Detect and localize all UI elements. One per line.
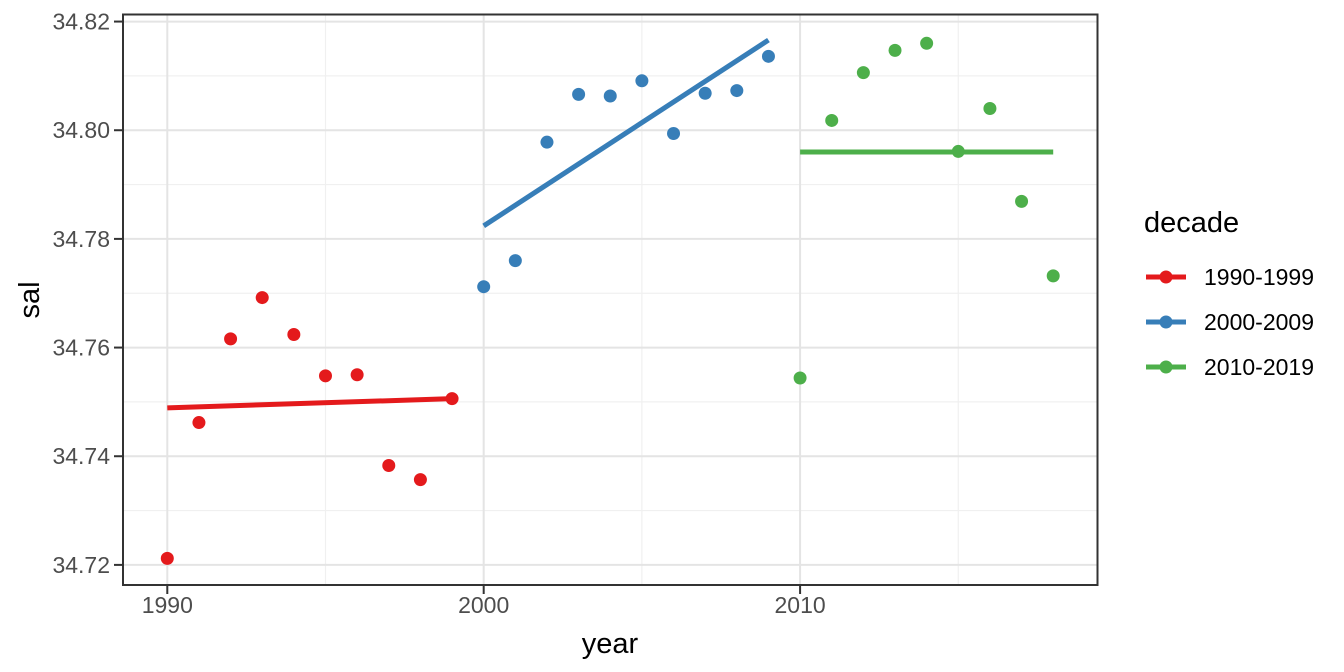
data-point <box>667 126 681 140</box>
data-point <box>761 49 775 63</box>
data-point <box>1046 269 1060 283</box>
legend-key-line-point-icon <box>1146 270 1186 284</box>
y-axis-title: sal <box>14 281 46 319</box>
data-point <box>287 328 301 342</box>
data-point <box>1015 194 1029 208</box>
data-point <box>825 113 839 127</box>
data-point <box>951 144 965 158</box>
data-point <box>540 135 554 149</box>
data-point <box>255 291 269 305</box>
legend-key-line-point-icon <box>1146 360 1186 374</box>
y-tick-label: 34.80 <box>52 117 110 143</box>
legend-label: 2000-2009 <box>1204 309 1314 335</box>
data-point <box>603 89 617 103</box>
trend-line <box>482 37 770 228</box>
y-tick-label: 34.74 <box>52 443 110 469</box>
panel-background <box>123 14 1098 585</box>
data-point <box>508 254 522 268</box>
data-point <box>445 392 459 406</box>
data-point <box>983 101 997 115</box>
data-point <box>635 74 649 88</box>
trend-line <box>167 396 453 411</box>
y-tick-label: 34.82 <box>52 9 110 35</box>
data-point <box>730 84 744 98</box>
data-point <box>192 416 206 430</box>
data-point <box>793 371 807 385</box>
legend: decade 1990-1999 2000-2009 2010-2019 <box>1144 206 1344 397</box>
panel-border <box>122 13 1099 586</box>
data-point <box>920 36 934 50</box>
data-point <box>318 369 332 383</box>
data-point <box>350 368 364 382</box>
legend-item-1990-1999: 1990-1999 <box>1144 262 1344 292</box>
legend-item-2000-2009: 2000-2009 <box>1144 307 1344 337</box>
legend-title: decade <box>1144 207 1240 239</box>
x-tick-label: 2000 <box>458 592 509 618</box>
data-point <box>888 43 902 57</box>
data-point <box>413 473 427 487</box>
data-point <box>572 87 586 101</box>
legend-label: 1990-1999 <box>1204 264 1314 290</box>
data-point <box>477 280 491 294</box>
legend-item-2010-2019: 2010-2019 <box>1144 352 1344 382</box>
x-tick-label: 1990 <box>142 592 193 618</box>
x-tick-label: 2010 <box>775 592 826 618</box>
data-point <box>382 458 396 472</box>
y-tick-label: 34.76 <box>52 335 110 361</box>
legend-key-line-point-icon <box>1146 315 1186 329</box>
legend-label: 2010-2019 <box>1204 354 1314 380</box>
data-point <box>856 66 870 80</box>
data-point <box>160 551 174 565</box>
data-point <box>224 332 238 346</box>
x-axis-title: year <box>581 628 639 660</box>
y-tick-label: 34.78 <box>52 226 110 252</box>
data-point <box>698 86 712 100</box>
y-tick-label: 34.72 <box>52 552 110 578</box>
